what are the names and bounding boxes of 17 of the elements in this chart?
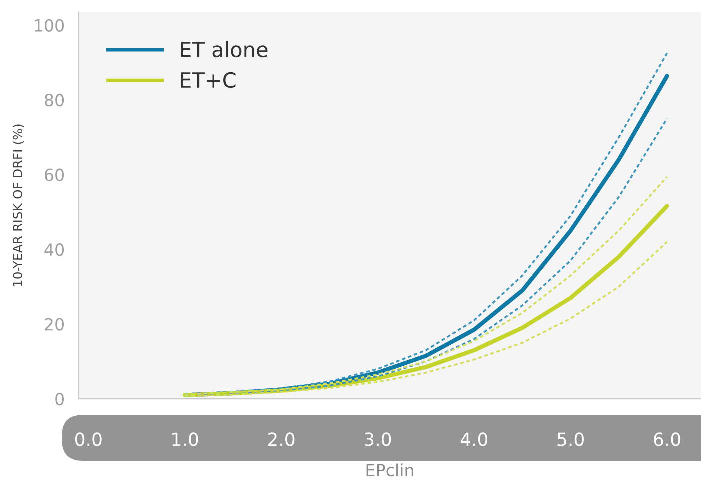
y-tick-label: 0 (56, 392, 64, 406)
x-tick-label: 0.0 (75, 432, 102, 446)
x-tick-label: 6.0 (654, 432, 680, 446)
y-axis-title: 10-YEAR RISK OF DRFI (%) (12, 124, 24, 286)
y-tick-label: 40 (44, 244, 64, 256)
y-tick-label: 100 (35, 19, 64, 32)
x-tick-label: 5.0 (558, 432, 584, 446)
x-tick-label: 4.0 (460, 432, 488, 446)
x-tick-label: 3.0 (364, 432, 392, 446)
legend-label: ET+C (181, 72, 236, 88)
y-tick-label: 80 (45, 94, 64, 107)
y-tick-label: 60 (45, 168, 64, 182)
y-tick-label: 20 (45, 318, 64, 331)
x-tick-label: 2.0 (268, 432, 295, 446)
legend-label: ET alone (181, 41, 268, 58)
x-tick-label: 1.0 (172, 432, 198, 446)
x-axis-title: EPclin (366, 464, 414, 477)
